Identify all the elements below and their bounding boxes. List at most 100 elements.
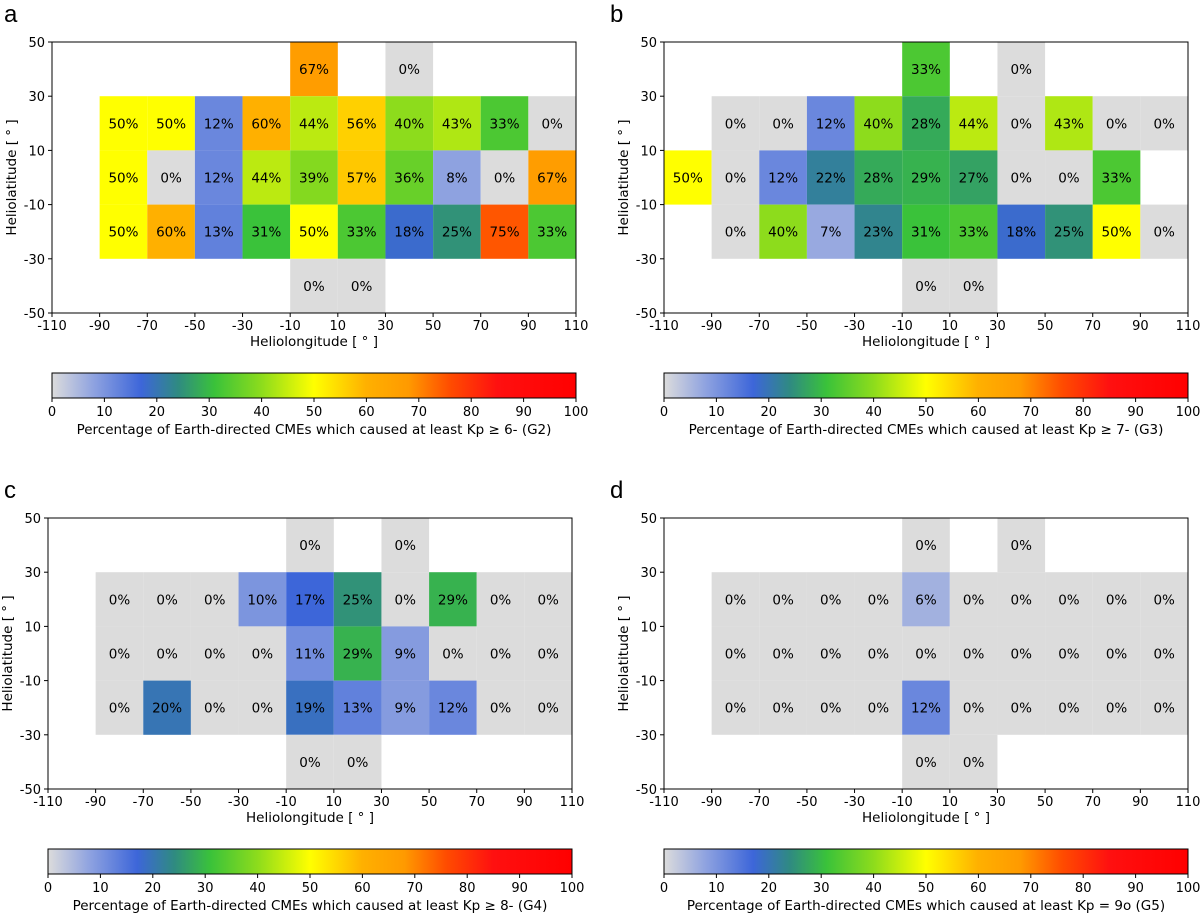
y-tick-label: -30 — [636, 729, 657, 744]
cell-value-label: 0% — [1153, 592, 1175, 608]
colorbar — [47, 848, 573, 875]
heatmap-cell — [337, 150, 386, 205]
heatmap-cell — [997, 96, 1046, 151]
cell-value-label: 0% — [725, 225, 747, 241]
colorbar-tick-label: 90 — [1127, 405, 1144, 420]
x-tick-label: 50 — [1037, 319, 1054, 334]
cell-value-label: 8% — [446, 171, 468, 187]
heatmap-cell — [1140, 680, 1188, 735]
heatmap-cell — [190, 572, 239, 627]
colorbar-label: Percentage of Earth-directed CMEs which … — [689, 422, 1164, 438]
heatmap-cell — [524, 572, 572, 627]
x-tick-label: -30 — [844, 795, 865, 810]
cell-value-label: 0% — [252, 647, 274, 663]
x-tick-label: -30 — [228, 795, 249, 810]
heatmap-cell — [854, 572, 903, 627]
cell-value-label: 0% — [772, 647, 794, 663]
heatmap-cell — [902, 42, 950, 97]
colorbar-tick-label: 10 — [708, 881, 725, 896]
colorbar-tick-label: 90 — [515, 405, 532, 420]
heatmap-cell — [286, 680, 334, 735]
heatmap-cell — [476, 572, 525, 627]
colorbar-tick-label: 100 — [564, 405, 589, 420]
heatmap-cell — [1140, 96, 1188, 151]
cell-value-label: 33% — [959, 225, 989, 241]
x-tick-label: -90 — [85, 795, 106, 810]
x-tick-label: 10 — [326, 795, 343, 810]
plot-frame — [51, 41, 577, 314]
cell-value-label: 0% — [1153, 701, 1175, 717]
heatmap-cell — [902, 518, 950, 573]
cell-value-label: 0% — [1153, 225, 1175, 241]
cell-value-label: 33% — [1102, 171, 1132, 187]
cell-value-label: 0% — [1153, 647, 1175, 663]
heatmap-cell — [902, 96, 950, 151]
heatmap-cell — [1092, 150, 1141, 205]
cell-value-label: 28% — [863, 171, 893, 187]
x-tick-label: 70 — [468, 795, 485, 810]
cell-value-label: 50% — [299, 225, 329, 241]
x-tick-label: 110 — [564, 319, 589, 334]
y-tick-label: -30 — [636, 253, 657, 268]
cell-value-label: 0% — [1106, 647, 1128, 663]
colorbar — [51, 372, 577, 399]
colorbar-tick-label: 70 — [407, 881, 424, 896]
x-tick-label: -70 — [137, 319, 158, 334]
x-tick-label: -70 — [749, 795, 770, 810]
x-tick-label: 110 — [1176, 795, 1200, 810]
colorbar-tick-label: 40 — [253, 405, 270, 420]
heatmap-cell — [99, 96, 148, 151]
heatmap-cell — [286, 734, 334, 789]
cell-value-label: 0% — [725, 171, 747, 187]
colorbar-tick-label: 0 — [44, 881, 52, 896]
cell-value-label: 50% — [156, 116, 186, 132]
y-tick-label: 30 — [640, 90, 657, 105]
cell-value-label: 0% — [1106, 592, 1128, 608]
heatmap-cell — [528, 150, 576, 205]
heatmap-cell — [290, 150, 338, 205]
x-tick-label: -10 — [892, 319, 913, 334]
colorbar-tick-label: 20 — [149, 405, 166, 420]
cell-value-label: 43% — [1054, 116, 1084, 132]
heatmap-cell — [997, 626, 1046, 681]
heatmap-cell — [759, 626, 807, 681]
heatmap-cell — [433, 204, 481, 259]
cell-value-label: 0% — [1011, 701, 1033, 717]
cell-value-label: 12% — [911, 701, 941, 717]
cell-value-label: 0% — [725, 701, 747, 717]
colorbar-tick-label: 20 — [761, 881, 778, 896]
heatmap-cell — [1092, 96, 1141, 151]
cell-value-label: 0% — [963, 647, 985, 663]
heatmap-cell — [854, 96, 903, 151]
colorbar-tick-label: 100 — [1176, 405, 1200, 420]
heatmap-cell — [480, 204, 529, 259]
heatmap-cell — [337, 204, 386, 259]
cell-value-label: 0% — [963, 279, 985, 295]
y-tick-label: -10 — [24, 199, 45, 214]
panel-c: c 0% 0% 0% 0% 0% 10% 17% 25% 0% 29% 0% 0% 0% 0% 0% 0% 11%… — [0, 477, 584, 914]
colorbar-tick-label: 40 — [865, 881, 882, 896]
heatmap-cells: 0% 0% 0% 0% 0% 0% 6% 0% 0% 0% 0% 0% 0% 0% 0% 0% 0% 0% 0% 0%… — [711, 518, 1188, 789]
heatmap-cells: 0% 0% 0% 0% 0% 10% 17% 25% 0% 29% 0% 0% 0% 0% 0% 0% 11% 2… — [95, 518, 572, 789]
colorbar-tick-label: 90 — [511, 881, 528, 896]
x-axis-label: Heliolongitude [ ° ] — [246, 810, 374, 826]
x-tick-label: 10 — [942, 795, 959, 810]
y-tick-label: -10 — [20, 675, 41, 690]
cell-value-label: 40% — [768, 225, 798, 241]
colorbar-tick-label: 80 — [459, 881, 476, 896]
plot-frame — [663, 41, 1189, 314]
x-tick-label: 50 — [1037, 795, 1054, 810]
heatmap-cell — [95, 572, 144, 627]
heatmap-cell — [290, 96, 338, 151]
cell-value-label: 33% — [911, 62, 941, 78]
panel-letter: b — [610, 1, 623, 28]
cell-value-label: 0% — [347, 755, 369, 771]
x-tick-label: 50 — [421, 795, 438, 810]
x-tick-label: -30 — [844, 319, 865, 334]
cell-value-label: 6% — [915, 592, 937, 608]
cell-value-label: 17% — [295, 592, 325, 608]
y-tick-label: 10 — [24, 620, 41, 635]
heatmap-cell — [480, 96, 529, 151]
cell-value-label: 0% — [299, 755, 321, 771]
cell-value-label: 33% — [347, 225, 377, 241]
